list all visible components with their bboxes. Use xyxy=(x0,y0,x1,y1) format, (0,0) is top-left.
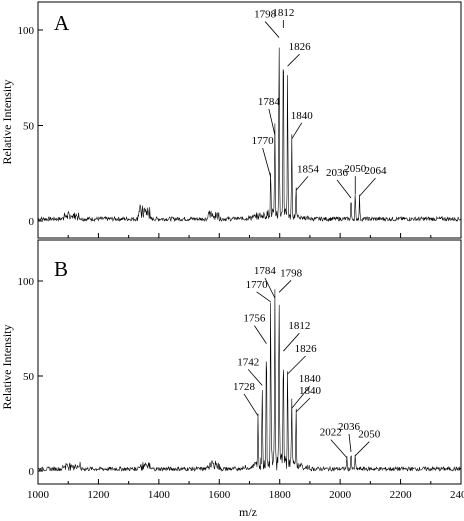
peak-leader-line xyxy=(336,179,352,199)
peak-leader-line xyxy=(287,355,306,375)
peak-label: 1812 xyxy=(272,7,294,19)
y-tick-label: 100 xyxy=(18,276,35,288)
panel-a: A Relative Intensity 0 50 100 1770 1784 1798… xyxy=(0,1,462,239)
x-axis-title: m/z xyxy=(239,505,257,519)
x-tick-label: 2400 xyxy=(450,489,464,501)
peak-label: 2036 xyxy=(338,421,361,433)
peak-label: 1812 xyxy=(288,320,310,332)
panel-b-ticks: 0 50 100 1000 1200 1400 1600 1800 2000 2200 2400 xyxy=(18,276,464,501)
panel-a-ticks: 0 50 100 xyxy=(18,25,462,238)
panel-b-peak-labels: 1728 1742 1756 1770 1784 1798 1812 1826 18401840… xyxy=(233,265,381,458)
peak-label: 2036 xyxy=(326,167,349,179)
peak-leader-line xyxy=(254,325,267,344)
peak-label: 2064 xyxy=(364,165,387,177)
peak-label: 1826 xyxy=(289,41,312,53)
peak-label: 2050 xyxy=(344,163,367,175)
x-tick-label: 2200 xyxy=(390,489,413,501)
x-tick-label: 2000 xyxy=(329,489,352,501)
peak-leader-line xyxy=(256,291,271,303)
y-tick-label: 0 xyxy=(29,216,35,228)
panel-a-spectrum-trace xyxy=(37,47,462,223)
peak-leader-line xyxy=(283,332,300,352)
peak-label: 1770 xyxy=(246,279,269,291)
peak-label: 1798 xyxy=(254,9,277,21)
peak-label: 1854 xyxy=(297,163,320,175)
peak-leader-line xyxy=(295,176,309,191)
y-tick-label: 0 xyxy=(29,466,35,478)
peak-leader-line xyxy=(354,441,370,456)
peak-leader-line xyxy=(359,177,376,197)
peak-leader-line xyxy=(348,433,352,452)
peak-leader-line xyxy=(262,147,272,178)
peak-leader-line xyxy=(287,53,300,67)
y-tick-label: 50 xyxy=(23,371,35,383)
peak-label: 1798 xyxy=(280,267,303,279)
x-tick-label: 1600 xyxy=(208,489,231,501)
peak-label: 1840 xyxy=(291,110,314,122)
peak-leader-line xyxy=(247,369,263,386)
peak-leader-line xyxy=(268,108,276,136)
panel-a-letter: A xyxy=(54,11,70,35)
peak-label: 1756 xyxy=(243,313,266,325)
peak-leader-line xyxy=(264,277,276,299)
panel-b: B Relative Intensity m/z 0 50 100 1000 1200 1… xyxy=(0,239,464,519)
panel-a-ylabel: Relative Intensity xyxy=(0,80,14,165)
peak-label: 1840 xyxy=(299,373,322,385)
panel-b-ylabel: Relative Intensity xyxy=(0,325,14,410)
x-tick-label: 1400 xyxy=(148,489,171,501)
peak-leader-line xyxy=(330,439,348,458)
peak-label: 1784 xyxy=(258,96,281,108)
y-tick-label: 50 xyxy=(23,121,35,133)
peak-label: 2022 xyxy=(320,427,342,439)
peak-label: 1728 xyxy=(233,381,256,393)
peak-label: 1770 xyxy=(252,135,275,147)
peak-label: 1840 xyxy=(299,385,322,397)
peak-label: 1742 xyxy=(237,356,259,368)
x-tick-label: 1000 xyxy=(27,489,50,501)
peak-leader-line xyxy=(243,393,259,417)
peak-leader-line xyxy=(291,385,311,409)
peak-leader-line xyxy=(295,397,311,413)
peak-leader-line xyxy=(291,122,303,139)
peak-leader-line xyxy=(264,21,280,38)
peak-label: 1826 xyxy=(295,343,318,355)
peak-leader-line xyxy=(278,280,292,293)
x-tick-label: 1200 xyxy=(87,489,110,501)
peak-label: 2050 xyxy=(358,429,381,441)
panel-a-frame xyxy=(37,1,462,239)
x-tick-label: 1800 xyxy=(269,489,292,501)
panel-b-spectrum-trace xyxy=(37,289,462,472)
y-tick-label: 100 xyxy=(18,25,35,37)
panel-b-letter: B xyxy=(54,257,68,281)
peak-label: 1784 xyxy=(254,265,277,277)
